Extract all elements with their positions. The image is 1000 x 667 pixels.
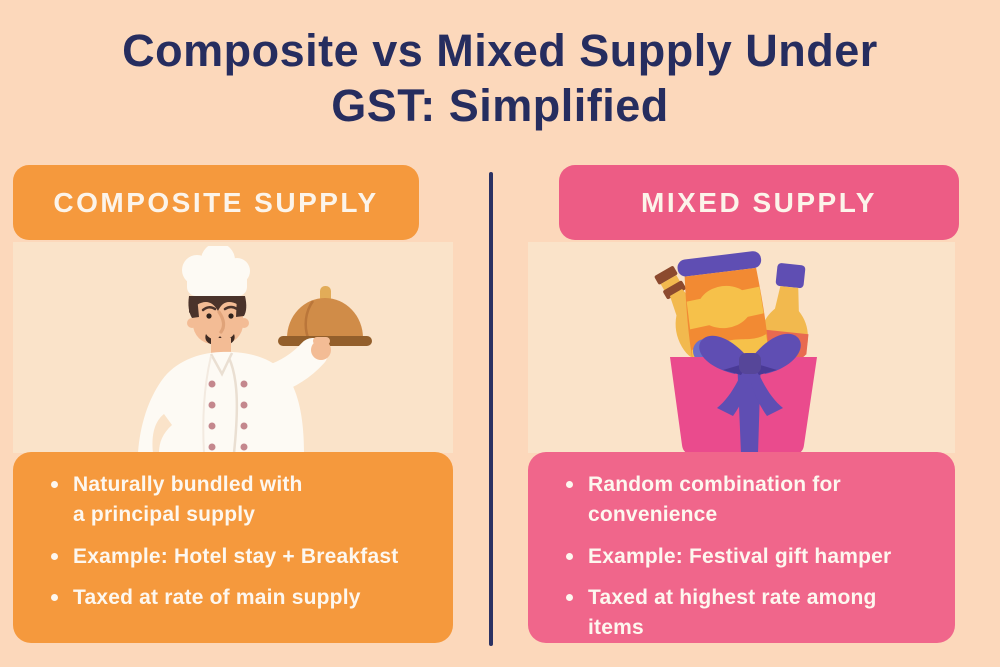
page-title: Composite vs Mixed Supply Under GST: Sim…: [0, 24, 1000, 134]
bullet-text: Example: Festival gift hamper: [588, 544, 892, 568]
bullet-dot: [51, 594, 58, 602]
mixed-supply-bullet-list: Random combination for convenience Examp…: [566, 470, 941, 643]
bullet-dot: [51, 481, 58, 488]
list-item: Taxed at rate of main supply: [51, 583, 439, 613]
mixed-supply-header: MIXED SUPPLY: [559, 165, 959, 240]
mixed-supply-card: Random combination for convenience Examp…: [528, 452, 955, 643]
bullet-dot: [566, 481, 573, 488]
list-item: Random combination for convenience: [566, 470, 941, 530]
chef-holding-cloche-illustration: [138, 246, 372, 453]
composite-supply-card: Naturally bundled with a principal suppl…: [13, 452, 453, 643]
list-item: Taxed at highest rate among items: [566, 583, 941, 643]
list-item: Example: Hotel stay + Breakfast: [51, 542, 439, 572]
column-divider-line: [489, 172, 493, 646]
composite-supply-bullet-list: Naturally bundled with a principal suppl…: [51, 470, 439, 613]
title-line-1: Composite vs Mixed Supply Under: [122, 25, 878, 76]
title-line-2: GST: Simplified: [331, 79, 669, 131]
list-item: Naturally bundled with a principal suppl…: [51, 470, 439, 530]
composite-supply-header: COMPOSITE SUPPLY: [13, 165, 419, 240]
bullet-text: Example: Hotel stay + Breakfast: [73, 544, 399, 568]
bullet-text: Random combination for convenience: [588, 473, 841, 526]
gift-hamper-basket-illustration: [654, 251, 817, 454]
bullet-dot: [51, 552, 58, 560]
bullet-dot: [566, 552, 573, 560]
bullet-text: Naturally bundled with a principal suppl…: [73, 473, 303, 526]
list-item: Example: Festival gift hamper: [566, 542, 941, 572]
bullet-dot: [566, 594, 573, 602]
bullet-text: Taxed at highest rate among items: [588, 586, 877, 640]
composite-supply-header-label: COMPOSITE SUPPLY: [53, 186, 379, 218]
mixed-supply-header-label: MIXED SUPPLY: [641, 186, 877, 218]
bullet-text: Taxed at rate of main supply: [73, 586, 361, 610]
